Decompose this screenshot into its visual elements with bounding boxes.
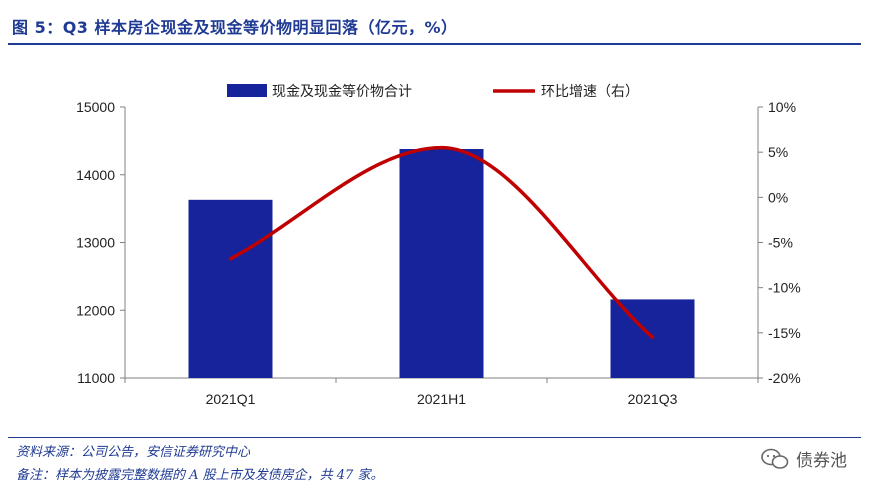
x-tick-label: 2021Q3	[628, 391, 678, 407]
bar	[188, 199, 273, 378]
right-tick-label: -15%	[768, 325, 801, 341]
source-note: 资料来源：公司公告，安信证券研究中心	[16, 445, 251, 460]
footer-rule	[8, 437, 861, 438]
remark-note: 备注：样本为披露完整数据的 A 股上市及发债房企，共 47 家。	[16, 468, 384, 483]
left-tick-label: 13000	[76, 235, 115, 251]
watermark-text: 债券池	[796, 451, 847, 471]
title-rule	[8, 43, 861, 45]
watermark: 债券池	[760, 446, 847, 471]
right-tick-label: 5%	[768, 144, 788, 160]
left-tick-label: 12000	[76, 302, 115, 318]
x-tick-label: 2021H1	[417, 391, 466, 407]
legend-bar-swatch	[227, 84, 267, 97]
left-tick-label: 15000	[76, 99, 115, 115]
right-tick-label: 0%	[768, 189, 788, 205]
wechat-icon	[761, 448, 789, 469]
legend-line-label: 环比增速（右）	[541, 83, 639, 99]
left-tick-label: 11000	[77, 370, 115, 386]
right-tick-label: 10%	[768, 99, 796, 115]
bar	[399, 149, 484, 378]
legend-bar-label: 现金及现金等价物合计	[272, 83, 412, 99]
left-tick-label: 14000	[76, 167, 115, 183]
right-tick-label: -5%	[768, 235, 793, 251]
x-tick-label: 2021Q1	[206, 391, 256, 407]
right-tick-label: -20%	[768, 370, 801, 386]
figure-title: 图 5：Q3 样本房企现金及现金等价物明显回落（亿元，%）	[12, 18, 458, 37]
combo-chart: 11000 12000 13000 14000 15000 -20% -15% -10% -5%…	[76, 83, 801, 407]
right-tick-label: -10%	[768, 280, 801, 296]
growth-rate-line	[228, 145, 655, 340]
